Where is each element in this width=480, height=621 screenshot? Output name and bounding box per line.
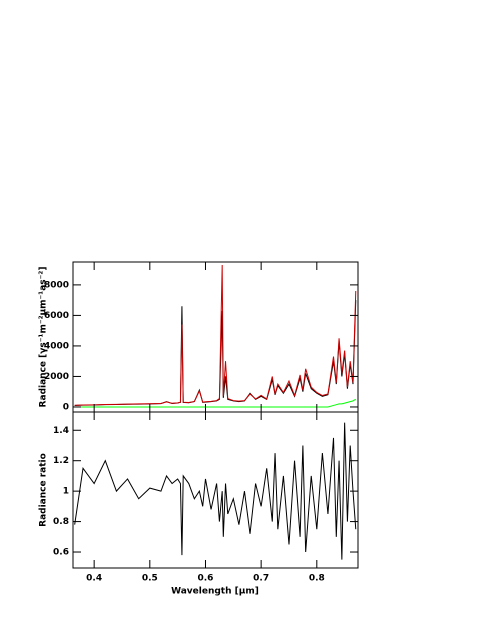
y-tick-label: 8000 — [44, 280, 69, 290]
plot-frame — [72, 411, 359, 569]
plot-frame — [72, 261, 359, 413]
y-tick-label: 1.2 — [53, 456, 69, 466]
y-tick-label: 4000 — [44, 341, 69, 351]
y-axis-label: Radiance [γs⁻¹m⁻²μm⁻¹as⁻²] — [39, 267, 49, 408]
x-tick-label: 0.8 — [309, 574, 325, 584]
y-tick-label: 1 — [63, 487, 69, 497]
y-tick-label: 6000 — [44, 311, 69, 321]
x-tick-label: 0.7 — [253, 574, 269, 584]
data-line — [74, 265, 357, 406]
y-axis-label: Radiance ratio — [39, 453, 49, 527]
x-tick-label: 0.4 — [86, 574, 102, 584]
x-tick-label: 0.6 — [198, 574, 214, 584]
x-axis-label: Wavelength [μm] — [171, 587, 259, 597]
y-tick-label: 1.4 — [53, 426, 69, 436]
y-tick-label: 0.6 — [53, 548, 69, 558]
x-tick-label: 0.5 — [142, 574, 158, 584]
y-tick-label: 0 — [63, 402, 69, 412]
data-line — [74, 398, 357, 408]
y-tick-label: 2000 — [44, 372, 69, 382]
data-line — [74, 422, 357, 560]
y-tick-label: 0.8 — [53, 517, 69, 527]
